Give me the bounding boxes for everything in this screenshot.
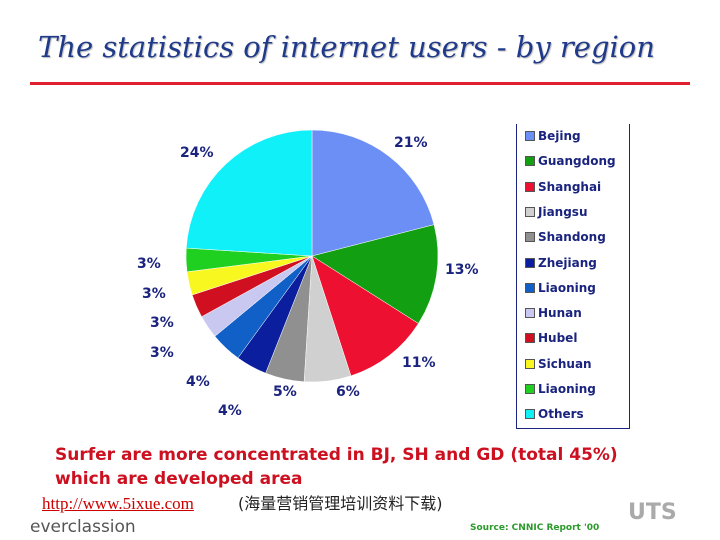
legend-item: Shandong [525, 230, 606, 244]
legend-label: Guangdong [538, 154, 616, 169]
chart-legend: Bejing Guangdong Shanghai Jiangsu Shandong Zh… [516, 124, 630, 429]
legend-item: Bejing [525, 129, 581, 143]
data-label: 3% [137, 256, 161, 272]
data-label: 24% [180, 145, 214, 161]
data-label: 4% [218, 403, 242, 419]
legend-item: Shanghai [525, 180, 601, 194]
pie-slice-others [185, 129, 313, 257]
legend-label: Shanghai [538, 179, 602, 194]
brand-logo-text: everclassion [30, 517, 136, 537]
data-label: 3% [150, 345, 174, 361]
legend-label: Others [538, 407, 584, 422]
legend-swatch [525, 282, 535, 293]
uts-logo: UTS [628, 500, 677, 525]
data-label: 3% [142, 286, 166, 302]
slide-title: The statistics of internet users - by re… [38, 30, 655, 64]
legend-swatch [525, 333, 535, 344]
title-divider [30, 82, 690, 85]
legend-item: Guangdong [525, 154, 616, 168]
legend-item: Hunan [525, 306, 582, 320]
legend-swatch [525, 156, 535, 167]
legend-item: Hubel [525, 331, 577, 345]
legend-item: Others [525, 407, 584, 421]
data-label: 11% [402, 355, 436, 371]
legend-swatch [525, 358, 535, 369]
legend-item: Sichuan [525, 357, 592, 371]
legend-label: Liaoning [538, 382, 596, 396]
data-label: 3% [150, 315, 174, 331]
legend-swatch [525, 206, 535, 217]
source-note: Source: CNNIC Report '00 [470, 523, 600, 533]
legend-label: Shandong [538, 230, 606, 245]
legend-swatch [525, 232, 535, 243]
legend-swatch [525, 384, 535, 394]
legend-item: Liaoning [525, 281, 596, 295]
legend-swatch [525, 131, 535, 141]
pie-slice-guangdong [311, 224, 439, 324]
data-label: 4% [186, 374, 210, 390]
legend-label: Sichuan [538, 356, 592, 371]
website-link[interactable]: http://www.5ixue.com [42, 494, 194, 513]
legend-label: Liaoning [538, 280, 596, 295]
legend-swatch [525, 257, 535, 268]
summary-text: Surfer are more concentrated in BJ, SH a… [55, 445, 618, 489]
legend-item: Liaoning [525, 382, 596, 396]
legend-swatch [525, 409, 535, 420]
legend-swatch [525, 308, 535, 319]
pie-slice-bejing [311, 129, 435, 257]
legend-item: Zhejiang [525, 256, 597, 270]
legend-label: Jiangsu [538, 204, 588, 219]
legend-item: Jiangsu [525, 205, 588, 219]
data-label: 21% [394, 135, 428, 151]
legend-label: Hubel [538, 331, 578, 346]
pie-slice-shanghai [311, 255, 419, 377]
legend-label: Hunan [538, 306, 582, 321]
data-label: 5% [273, 384, 297, 400]
data-label: 13% [445, 262, 479, 278]
legend-label: Zhejiang [538, 255, 597, 270]
data-label: 6% [336, 384, 360, 400]
chinese-caption: (海量营销管理培训资料下载) [238, 494, 443, 513]
legend-swatch [525, 181, 535, 192]
legend-label: Bejing [538, 129, 581, 143]
